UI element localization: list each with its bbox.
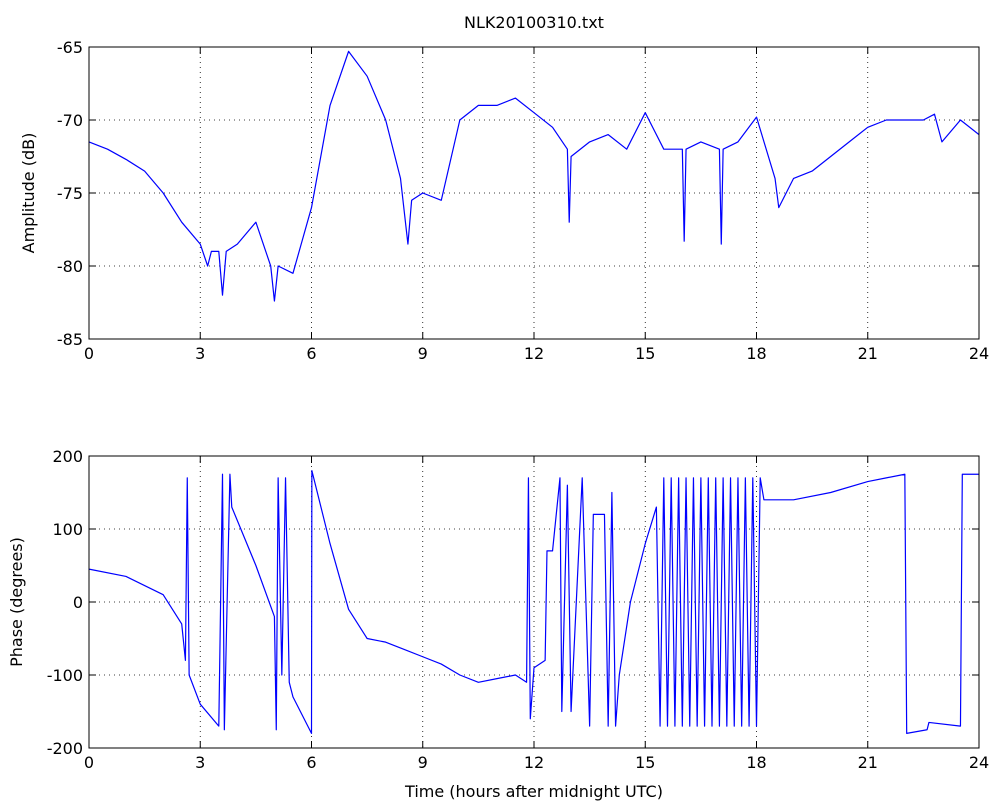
x-tick-label: 12 [524, 753, 544, 772]
x-tick-label: 12 [524, 344, 544, 363]
x-tick-label: 0 [84, 753, 94, 772]
y-tick-label: -200 [47, 739, 83, 758]
axes-box [88, 455, 980, 749]
y-tick-label: 100 [52, 520, 83, 539]
x-tick-label: 3 [195, 344, 205, 363]
x-tick-label: 15 [635, 753, 655, 772]
y-tick-label: -85 [57, 330, 83, 349]
y-tick-label: 200 [52, 447, 83, 466]
y-axis-label: Amplitude (dB) [19, 133, 38, 254]
x-tick-label: 18 [746, 753, 766, 772]
x-tick-label: 24 [969, 344, 989, 363]
data-line [88, 50, 980, 302]
y-tick-label: -75 [57, 184, 83, 203]
y-tick-label: 0 [73, 593, 83, 612]
x-tick-label: 9 [418, 344, 428, 363]
x-axis-label: Time (hours after midnight UTC) [404, 782, 663, 801]
data-line [88, 470, 979, 734]
x-tick-label: 18 [746, 344, 766, 363]
y-tick-label: -100 [47, 666, 83, 685]
x-tick-label: 24 [969, 753, 989, 772]
x-tick-label: 9 [418, 753, 428, 772]
x-tick-label: 21 [858, 344, 878, 363]
x-tick-label: 6 [306, 344, 316, 363]
x-tick-label: 21 [858, 753, 878, 772]
y-tick-label: -70 [57, 111, 83, 130]
y-tick-label: -65 [57, 38, 83, 57]
y-tick-label: -80 [57, 257, 83, 276]
x-tick-label: 15 [635, 344, 655, 363]
x-tick-label: 0 [84, 344, 94, 363]
x-tick-label: 6 [306, 753, 316, 772]
y-axis-label: Phase (degrees) [7, 537, 26, 667]
x-tick-label: 3 [195, 753, 205, 772]
chart-title: NLK20100310.txt [464, 13, 604, 32]
axes-box [88, 46, 980, 340]
